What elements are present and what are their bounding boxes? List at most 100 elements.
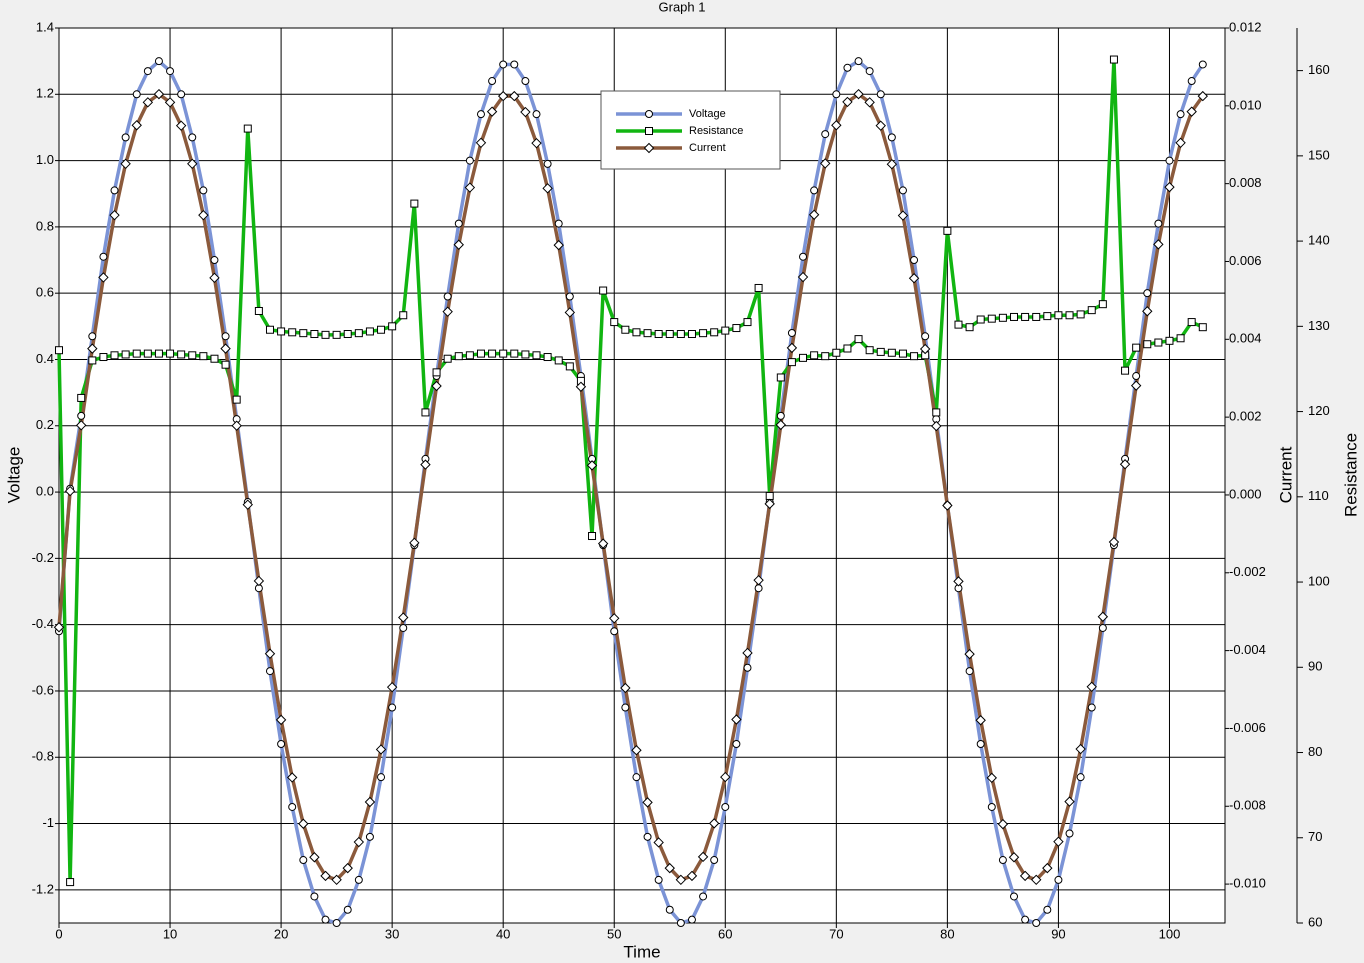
- y3-tick-label: 110: [1308, 488, 1329, 503]
- marker: [942, 500, 953, 511]
- marker: [121, 350, 130, 359]
- marker: [1198, 323, 1207, 332]
- marker: [286, 772, 298, 783]
- marker: [166, 349, 175, 358]
- marker: [1154, 219, 1163, 228]
- marker: [876, 347, 885, 356]
- marker: [821, 130, 830, 139]
- marker: [154, 349, 163, 358]
- marker: [209, 272, 220, 284]
- marker: [242, 499, 253, 510]
- y-tick-label: -0.2: [32, 550, 54, 565]
- marker: [454, 352, 463, 361]
- marker: [143, 349, 152, 358]
- y-tick-label: -0.6: [32, 682, 54, 697]
- marker: [554, 356, 563, 365]
- marker: [188, 133, 197, 142]
- marker: [476, 349, 485, 358]
- marker: [543, 159, 552, 168]
- marker: [454, 219, 463, 228]
- marker: [908, 273, 920, 284]
- marker: [986, 772, 998, 784]
- marker: [853, 88, 864, 100]
- marker: [55, 346, 63, 355]
- marker: [1187, 77, 1196, 86]
- marker: [1165, 336, 1174, 345]
- marker: [665, 330, 674, 339]
- marker: [497, 90, 509, 102]
- marker: [120, 158, 131, 170]
- marker: [342, 862, 353, 874]
- marker: [664, 862, 675, 874]
- marker: [177, 90, 186, 99]
- marker: [354, 329, 363, 338]
- marker: [1187, 318, 1196, 327]
- marker: [264, 648, 276, 659]
- marker: [475, 137, 487, 149]
- y3-tick-label: 160: [1308, 62, 1330, 77]
- marker: [1176, 334, 1185, 343]
- marker: [365, 832, 374, 841]
- marker: [1132, 343, 1141, 352]
- marker: [599, 286, 608, 295]
- marker: [210, 354, 219, 363]
- marker: [676, 919, 685, 927]
- marker: [321, 330, 330, 339]
- marker: [643, 329, 652, 338]
- marker: [921, 332, 930, 341]
- y-tick-label: 0.2: [36, 417, 54, 432]
- marker: [388, 703, 397, 712]
- marker: [586, 460, 598, 471]
- marker: [553, 239, 564, 251]
- marker: [620, 682, 631, 694]
- marker: [642, 797, 653, 808]
- marker: [753, 574, 764, 586]
- marker: [1010, 312, 1019, 321]
- marker: [686, 870, 698, 882]
- marker: [731, 714, 742, 725]
- marker: [787, 358, 796, 367]
- marker: [99, 353, 108, 362]
- marker: [1032, 919, 1041, 927]
- marker: [164, 97, 176, 108]
- marker: [520, 106, 531, 118]
- y3-tick-label: 130: [1308, 318, 1330, 333]
- marker: [409, 537, 420, 549]
- marker: [410, 199, 419, 208]
- marker: [1086, 681, 1097, 693]
- marker: [331, 874, 342, 886]
- marker: [765, 491, 774, 500]
- y2-tick-label: -0.002: [1229, 564, 1266, 579]
- marker: [1130, 380, 1142, 391]
- marker: [210, 256, 219, 265]
- marker: [1021, 915, 1030, 924]
- y3-tick-label: 90: [1308, 659, 1322, 674]
- marker: [298, 818, 309, 829]
- marker: [199, 186, 208, 195]
- marker: [645, 127, 653, 135]
- marker: [142, 97, 154, 108]
- marker: [543, 353, 552, 362]
- marker: [64, 485, 76, 497]
- marker: [621, 325, 630, 334]
- y-tick-label: 0.6: [36, 285, 54, 300]
- y3-tick-label: 100: [1308, 573, 1330, 588]
- marker: [76, 420, 87, 431]
- marker: [343, 330, 352, 339]
- marker: [887, 133, 896, 142]
- y2-tick-label: 0.006: [1229, 253, 1262, 268]
- marker: [465, 351, 474, 360]
- marker: [421, 408, 430, 417]
- marker: [277, 327, 286, 336]
- marker: [687, 915, 696, 924]
- marker: [1175, 137, 1186, 149]
- marker: [965, 323, 974, 332]
- marker: [198, 209, 209, 221]
- marker: [521, 77, 530, 86]
- x-tick-label: 100: [1159, 926, 1181, 941]
- marker: [997, 818, 1009, 830]
- marker: [132, 90, 141, 99]
- marker: [1108, 536, 1120, 548]
- y2-tick-label: -0.010: [1229, 876, 1266, 891]
- marker: [88, 332, 97, 341]
